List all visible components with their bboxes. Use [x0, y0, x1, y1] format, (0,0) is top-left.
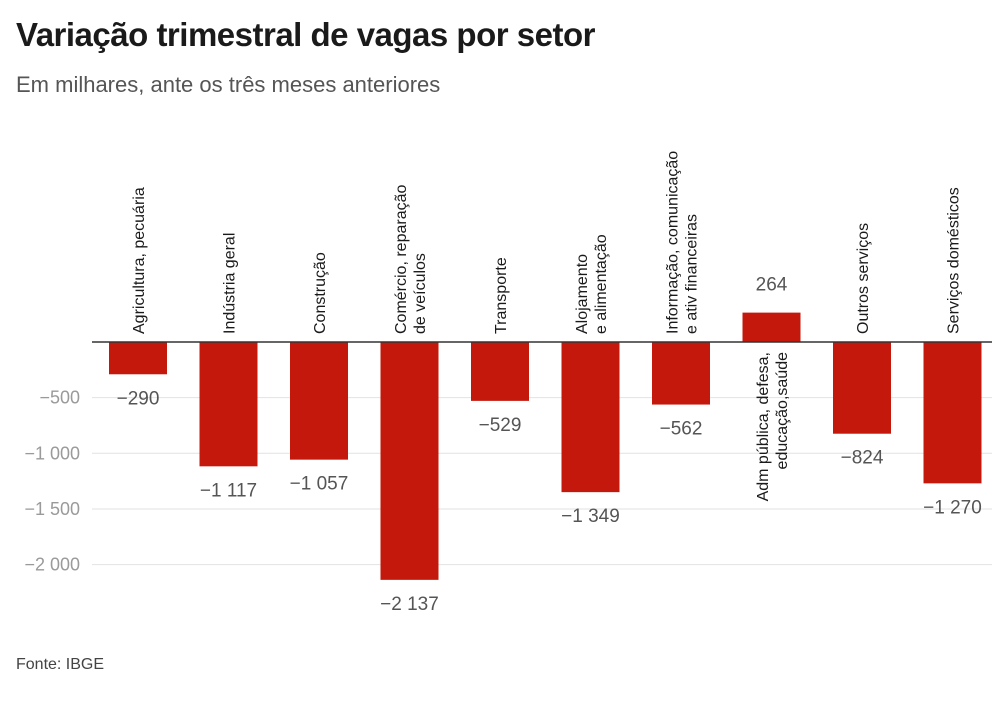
- category-label-line: Indústria geral: [222, 233, 239, 334]
- category-label-line: Alojamento: [574, 254, 591, 334]
- chart-subtitle: Em milhares, ante os três meses anterior…: [16, 72, 441, 97]
- value-label: −562: [660, 419, 703, 440]
- category-label: Agricultura, pecuária: [131, 187, 148, 334]
- value-label: −824: [841, 448, 884, 469]
- value-label: −1 349: [561, 506, 620, 527]
- category-label: Transporte: [493, 257, 510, 334]
- value-label: 264: [756, 275, 788, 296]
- bar: [199, 342, 258, 467]
- bar: [561, 342, 620, 493]
- category-label: Serviços domésticos: [946, 187, 963, 334]
- category-label-line: de veículos: [412, 253, 429, 334]
- bar: [290, 342, 348, 460]
- bar: [109, 342, 167, 375]
- category-label-line: Construção: [312, 252, 329, 334]
- category-label: Indústria geral: [222, 233, 239, 334]
- category-label-line: Comércio, reparação: [393, 185, 410, 335]
- bars: [109, 312, 982, 580]
- category-label: Adm pública, defesa, educação,saúde: [755, 352, 791, 502]
- category-label: Outros serviços: [855, 223, 872, 334]
- value-labels: −290 −1 117 −1 057 −2 137 −529 −1 349 −562 264 −…: [117, 275, 982, 615]
- y-tick-label: −1 000: [24, 443, 80, 463]
- category-label-line: educação,saúde: [774, 352, 791, 470]
- value-label: −1 117: [200, 480, 257, 501]
- bar: [380, 342, 439, 580]
- bar: [742, 312, 801, 342]
- value-label: −1 057: [290, 474, 349, 495]
- value-label: −2 137: [380, 594, 439, 615]
- category-label-line: Adm pública, defesa,: [755, 352, 772, 501]
- value-label: −1 270: [923, 497, 982, 518]
- value-label: −290: [117, 388, 160, 409]
- bar: [833, 342, 891, 434]
- category-label: Construção: [312, 252, 329, 334]
- y-tick-label: −1 500: [24, 499, 80, 519]
- bar: [652, 342, 710, 405]
- category-label-line: Serviços domésticos: [946, 187, 963, 334]
- value-label: −529: [479, 415, 522, 436]
- category-label-line: Informação, comunicação: [665, 151, 682, 334]
- category-label: Informação, comunicação e ativ financeira…: [665, 151, 701, 334]
- source-note: Fonte: IBGE: [16, 656, 105, 673]
- y-tick-label: −500: [39, 388, 80, 408]
- bar: [471, 342, 529, 401]
- category-label-line: e ativ financeiras: [684, 214, 701, 334]
- y-tick-label: −2 000: [24, 555, 80, 575]
- chart-title: Variação trimestral de vagas por setor: [16, 16, 595, 53]
- category-label: Comércio, reparação de veículos: [393, 185, 429, 335]
- category-label-line: e alimentação: [593, 234, 610, 334]
- y-axis-ticks: −500 −1 000 −1 500 −2 000: [24, 388, 80, 575]
- category-label: Alojamento e alimentação: [574, 234, 610, 334]
- category-label-line: Outros serviços: [855, 223, 872, 334]
- category-label-line: Transporte: [493, 257, 510, 334]
- category-labels: Agricultura, pecuária Indústria geral Cons…: [131, 151, 963, 502]
- category-label-line: Agricultura, pecuária: [131, 187, 148, 334]
- bar: [923, 342, 982, 484]
